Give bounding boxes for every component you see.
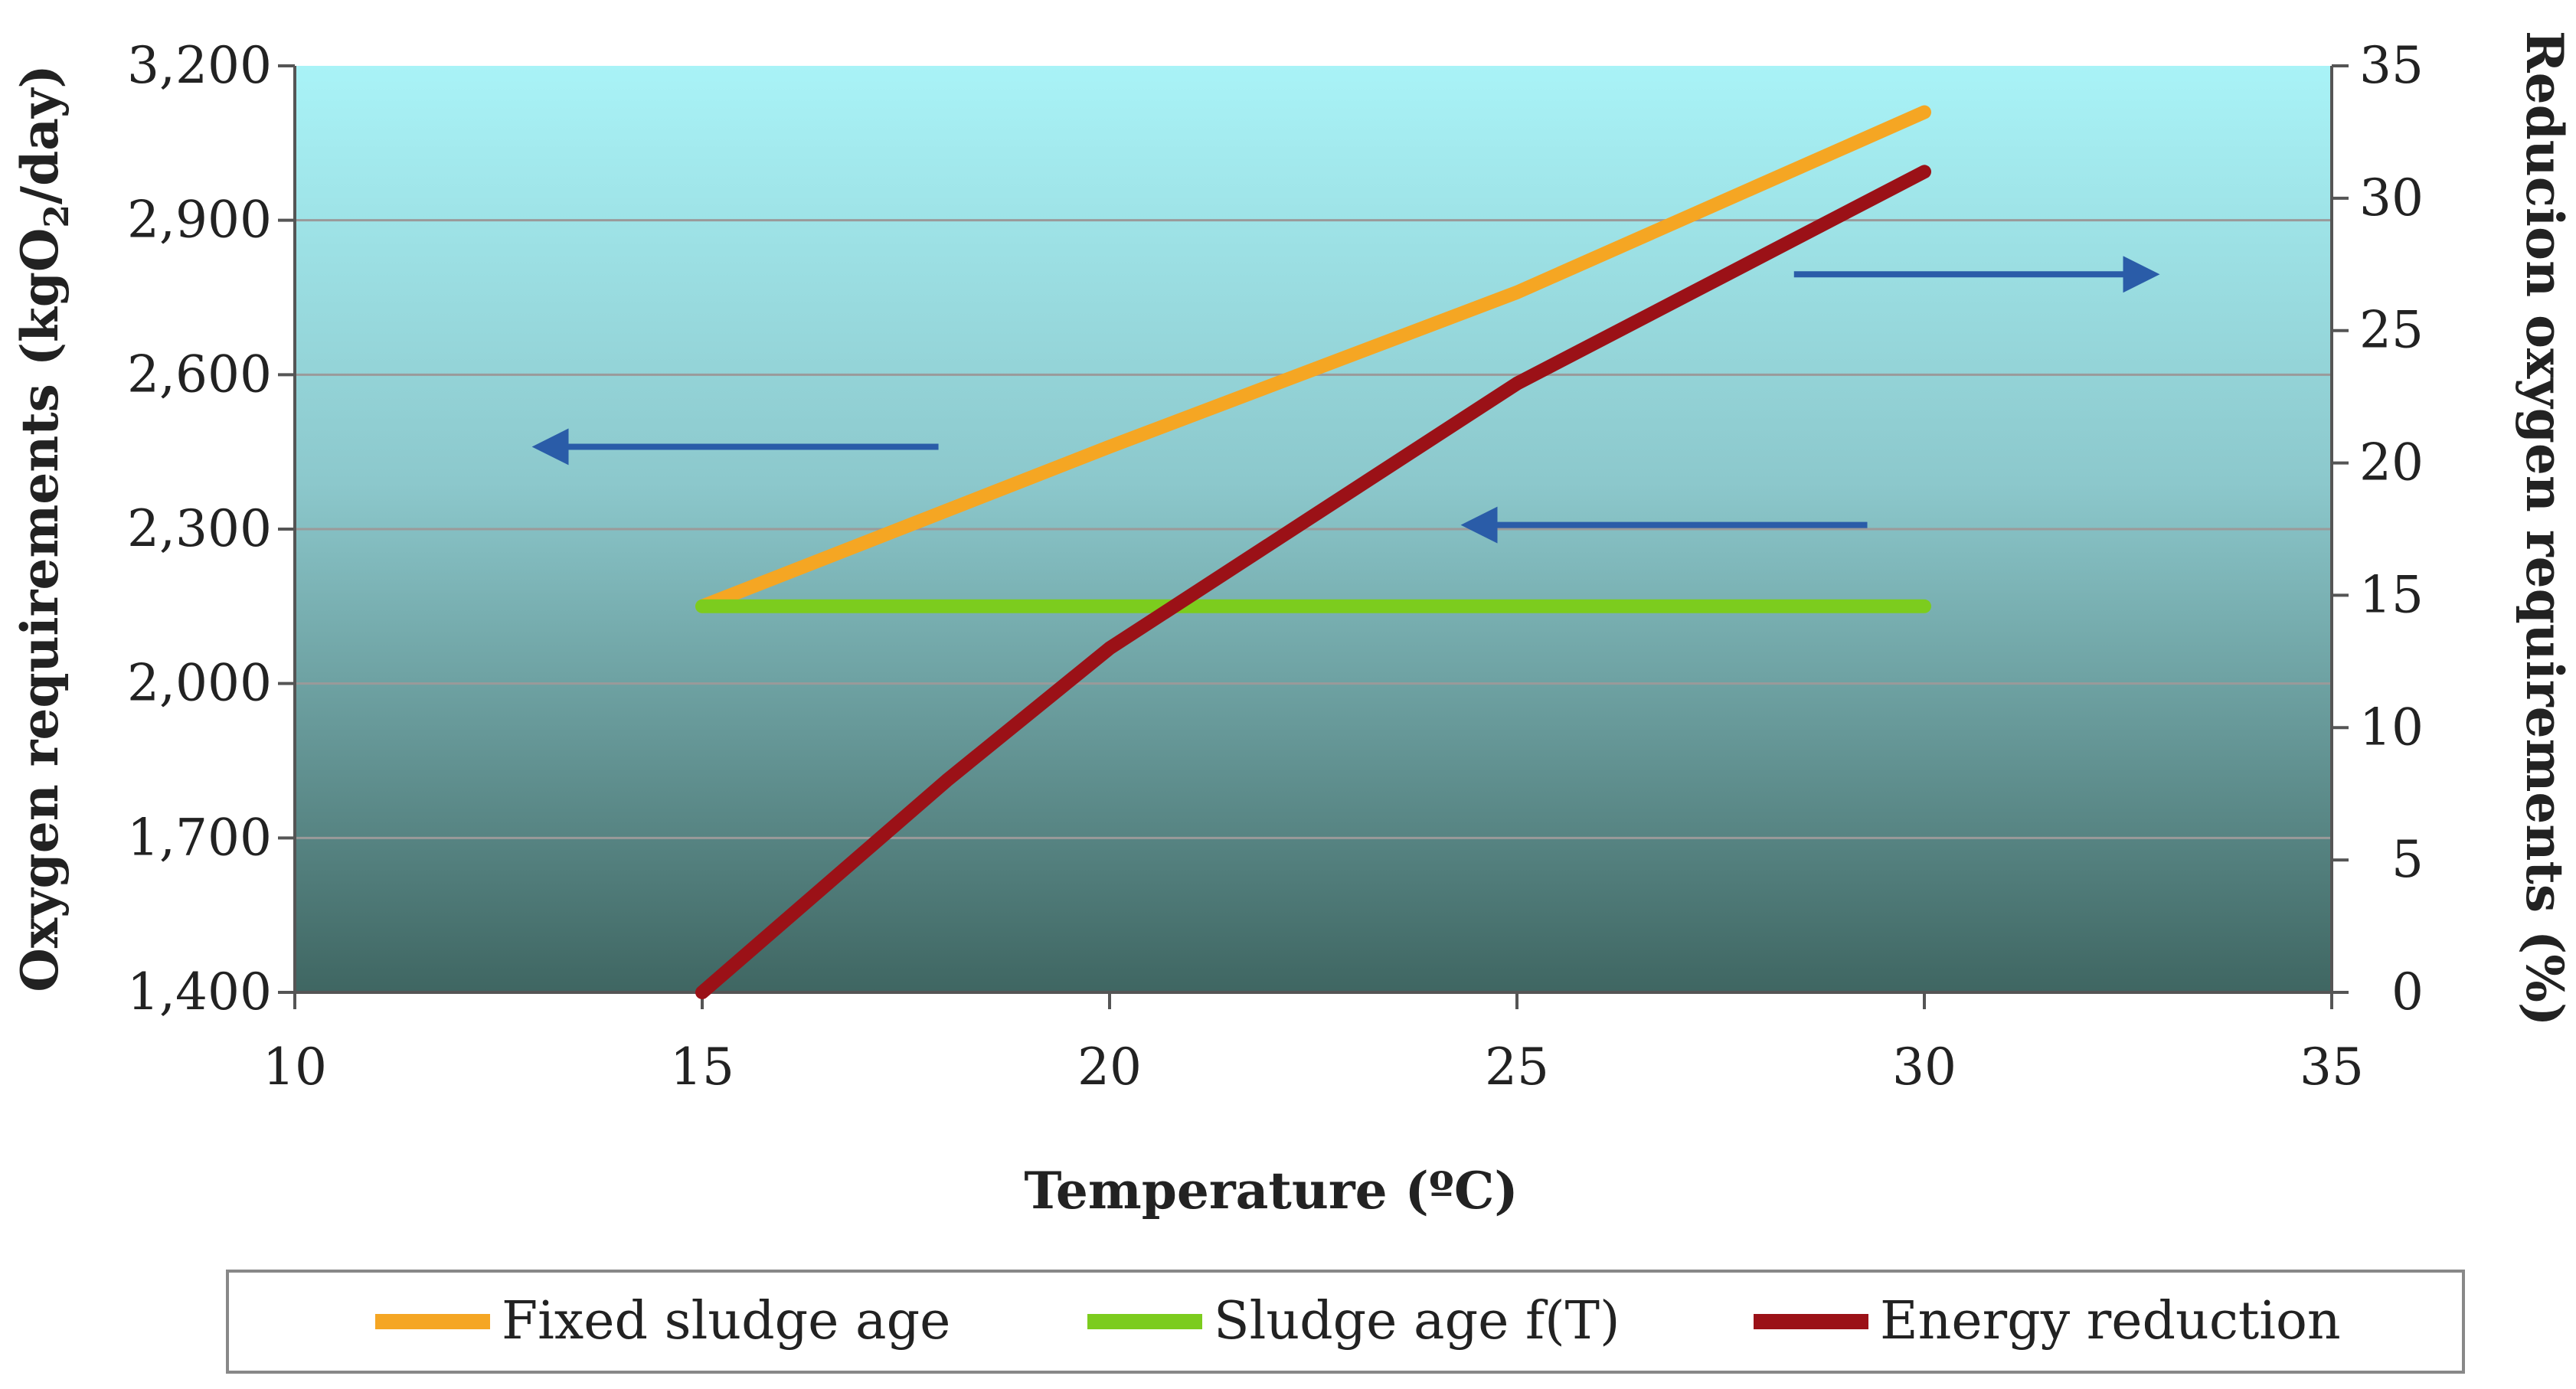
y-left-tick-label: 2,300	[127, 499, 272, 558]
y-right-tick-label: 15	[2359, 565, 2424, 624]
x-tick-label: 15	[670, 1038, 734, 1096]
y-left-tick-label: 2,900	[127, 191, 272, 250]
legend-label: Sludge age f(T)	[1214, 1291, 1620, 1351]
y-left-axis-ticks: 1,400 1,700 2,000 2,300 2,600 2,900 3,200	[127, 36, 295, 1021]
y-right-tick-label: 10	[2359, 698, 2424, 757]
series-lines	[695, 105, 1931, 999]
y-left-tick-label: 1,700	[127, 808, 272, 867]
y-left-axis-title: Oxygen requirements (kgO2/day)	[10, 64, 77, 992]
x-tick-label: 35	[2300, 1038, 2364, 1096]
series-line-energy-reduction	[695, 165, 1931, 999]
x-tick-label: 30	[1892, 1038, 1957, 1096]
x-tick-label: 10	[263, 1038, 327, 1096]
legend-box	[226, 1270, 2465, 1374]
y-left-tick-label: 3,200	[127, 36, 272, 95]
legend-label: Energy reduction	[1880, 1291, 2341, 1351]
y-right-tick-label: 25	[2359, 301, 2424, 360]
legend-label: Fixed sludge age	[502, 1291, 950, 1351]
y-right-tick-label: 5	[2391, 830, 2424, 889]
y-right-axis-title: Reducion oxygen requirements (%)	[2515, 31, 2574, 1026]
y-right-tick-label: 20	[2359, 433, 2424, 492]
y-right-tick-label: 30	[2359, 168, 2424, 227]
series-line-fixed-sludge-age	[695, 105, 1931, 613]
x-axis-title: Temperature (ºC)	[1024, 1161, 1518, 1221]
y-right-axis-ticks: 0 5 10 15 20 25 30 35	[2332, 36, 2424, 1021]
x-axis-ticks: 10 15 20 25 30 35	[263, 992, 2364, 1096]
y-left-tick-label: 1,400	[127, 962, 272, 1021]
x-tick-label: 20	[1077, 1038, 1142, 1096]
y-right-tick-label: 35	[2359, 36, 2424, 95]
y-left-tick-label: 2,000	[127, 654, 272, 713]
y-right-tick-label: 0	[2391, 962, 2424, 1021]
y-left-tick-label: 2,600	[127, 345, 272, 404]
legend: Fixed sludge age Sludge age f(T) Energy re…	[226, 1270, 2465, 1374]
x-tick-label: 25	[1485, 1038, 1549, 1096]
annotation-arrows	[531, 256, 2160, 544]
